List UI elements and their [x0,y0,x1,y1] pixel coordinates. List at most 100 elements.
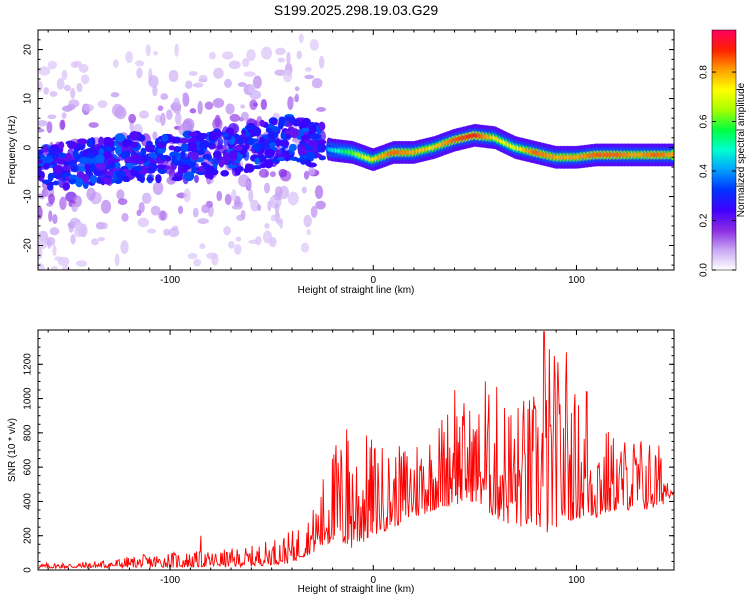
heatmap-cell [137,217,149,228]
heatmap-cell [138,110,149,119]
heatmap-cell [47,183,54,191]
heatmap-cell [308,166,316,176]
x-tick-label: 0 [370,275,376,286]
heatmap-cell [284,129,291,135]
heatmap-cell [208,131,217,142]
heatmap-cell [89,162,96,173]
heatmap-cell [276,218,283,226]
heatmap-cell [246,49,256,62]
heatmap-cell [50,144,61,149]
heatmap-cell [277,57,286,63]
heatmap-cell [97,100,108,108]
heatmap-cell [287,191,299,206]
heatmap-cell [314,185,324,199]
heatmap-cell [152,131,158,141]
heatmap-cell [216,145,224,150]
heatmap-cell [216,190,223,202]
heatmap-cell [60,119,66,130]
heatmap-cell [289,143,297,152]
heatmap-cell [52,213,58,225]
heatmap-cell [152,181,164,195]
y-tick-label: 10 [23,93,34,105]
heatmap-cell [236,214,246,221]
heatmap-cell [275,47,286,56]
heatmap-cell [259,141,271,150]
heatmap-cell [45,236,56,246]
heatmap-cell [137,134,146,142]
heatmap-cell [201,204,210,214]
heatmap-cell [183,188,191,203]
heatmap-cell [46,121,53,134]
heatmap-cell [140,147,147,156]
heatmap-cell [237,82,247,87]
heatmap-cell [52,244,57,257]
heatmap-cell [157,148,166,154]
heatmap-cell [311,78,323,89]
heatmap-cell [130,141,139,148]
heatmap-cell [78,63,89,73]
heatmap-cell [212,150,222,158]
heatmap-cell [47,114,57,120]
heatmap-cell [192,82,204,88]
snr-ylabel: SNR (10 * v/v) [7,418,18,482]
heatmap-cell [114,133,126,143]
heatmap-cell [147,166,154,173]
heatmap-cell [76,171,85,179]
heatmap-cell [163,228,170,236]
heatmap-cell [75,177,84,188]
heatmap-cell [58,141,65,150]
heatmap-cell [156,164,167,169]
heatmap-cell [271,125,280,132]
heatmap-cell [70,234,76,245]
heatmap-cell [265,127,273,133]
heatmap-cell [300,242,310,253]
heatmap-cell [248,188,254,203]
heatmap-cell [282,69,293,83]
heatmap-cell [114,145,123,156]
heatmap-cell [246,180,252,191]
heatmap-cell [157,105,164,112]
heatmap-cell [114,162,121,169]
heatmap-cell [197,100,203,115]
heatmap-cell [140,155,149,161]
heatmap-cell [121,212,129,222]
heatmap-cell [122,175,130,183]
heatmap-cell [235,236,242,242]
heatmap-cell [285,116,291,121]
heatmap-cell [111,103,124,118]
heatmap-cell [193,259,202,267]
heatmap-cell [260,98,268,110]
y-tick-label: 1200 [23,353,34,376]
heatmap-cell [80,74,90,85]
heatmap-cell [240,111,249,121]
heatmap-cell [277,120,284,130]
heatmap-cell [212,98,225,108]
x-tick-label: 100 [568,575,585,586]
heatmap-cell [68,174,78,180]
heatmap-cell [78,156,90,165]
heatmap-cell [38,240,47,250]
heatmap-cell [248,84,256,94]
x-tick-label: 0 [370,575,376,586]
heatmap-cell [287,96,294,111]
heatmap-cell [168,69,179,82]
heatmap-cell [269,171,276,178]
heatmap-cell [264,158,274,169]
heatmap-cell [102,222,108,230]
heatmap-cell [43,87,50,95]
heatmap-cell [262,230,273,244]
heatmap-cell [67,141,78,150]
heatmap-cell [215,131,223,137]
heatmap-cell [258,168,269,178]
heatmap-cell [242,58,250,68]
heatmap-cell [70,87,76,99]
heatmap-cell [116,189,125,201]
heatmap-cell [303,214,312,228]
heatmap-cell [296,158,302,163]
snr-series-line [38,331,674,570]
heatmap-cell [63,84,71,92]
heatmap-cell [201,139,208,150]
heatmap-cell [38,230,49,242]
